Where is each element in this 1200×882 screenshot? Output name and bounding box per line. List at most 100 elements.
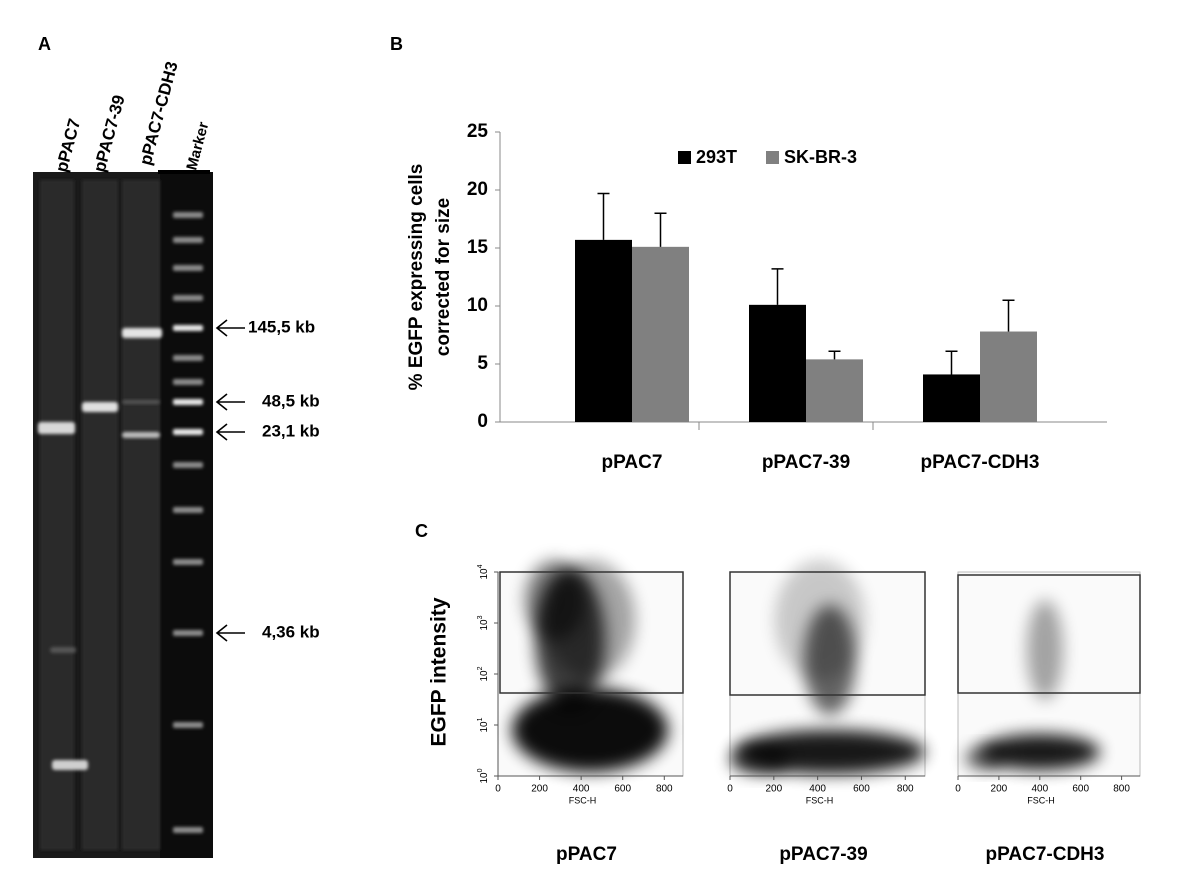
gel-band: [122, 432, 160, 438]
size-marker: 4,36 kb: [262, 622, 320, 641]
density-cloud: [730, 746, 790, 774]
flow-x-tick-label: 0: [495, 784, 501, 795]
flow-plot: 0 200 400 600 800 FSC-H: [955, 571, 1141, 805]
legend-label: SK-BR-3: [784, 147, 857, 167]
flow-x-tick-label: 200: [531, 784, 548, 795]
marker-band: [173, 462, 203, 468]
marker-band: [173, 295, 203, 301]
flow-x-label: FSC-H: [806, 795, 834, 805]
flow-x-tick-label: 0: [727, 784, 733, 795]
arrow: [215, 393, 245, 411]
bar: [632, 246, 689, 422]
marker-band: [173, 429, 203, 435]
lane-smear: [40, 180, 74, 850]
gate: [729, 571, 926, 696]
marker-lane-edge: [158, 170, 210, 174]
arrow: [215, 624, 245, 642]
marker-lane: [160, 172, 213, 858]
error-bar: [828, 350, 841, 360]
bar: [575, 239, 632, 422]
gel-band: [38, 422, 75, 434]
error-bar: [654, 212, 667, 247]
marker-band: [173, 507, 203, 513]
marker-band: [173, 559, 203, 565]
flow-y-tick-label: 101: [477, 717, 490, 732]
error-bar: [597, 192, 610, 240]
flow-x-tick-label: 600: [614, 784, 631, 795]
flow-x-tick-label: 800: [897, 784, 914, 795]
flow-y-tick-label: 104: [477, 564, 490, 579]
flow-x-tick-label: 400: [809, 784, 826, 795]
density-cloud: [775, 560, 865, 680]
error-bar: [945, 350, 958, 375]
marker-band: [173, 325, 203, 331]
panel-label: C: [415, 521, 428, 541]
marker-band: [173, 630, 203, 636]
density-cloud: [512, 688, 668, 772]
flow-y-tick-label: 102: [477, 666, 490, 681]
flow-x-tick-label: 800: [656, 784, 673, 795]
tick-base: 10: [479, 772, 490, 784]
x-tick-label: pPAC7: [602, 452, 663, 473]
tick-exponent: 3: [477, 615, 484, 619]
tick-exponent: 1: [477, 717, 484, 721]
y-axis-label: corrected for size: [433, 198, 454, 356]
panel-label: B: [390, 34, 403, 54]
flow-x-tick-label: 200: [765, 784, 782, 795]
y-axis-label: % EGFP expressing cells: [406, 164, 427, 391]
tick-base: 10: [479, 568, 490, 580]
y-tick-label: 10: [467, 295, 488, 316]
bar: [923, 374, 980, 422]
lane-smear: [122, 180, 160, 850]
tick-exponent: 0: [477, 768, 484, 772]
error-bar: [771, 268, 784, 305]
flow-x-tick-label: 600: [853, 784, 870, 795]
tick-base: 10: [479, 619, 490, 631]
legend-swatch: [766, 151, 779, 164]
x-tick-label: pPAC7-CDH3: [921, 452, 1040, 473]
y-tick-label: 15: [467, 237, 489, 258]
bar: [806, 359, 863, 422]
flow-plot: 0 200 400 600 800 FSC-H: [727, 560, 926, 805]
tick-base: 10: [479, 670, 490, 682]
flow-plot: 0 200 400 600 800 FSC-H: [495, 560, 684, 805]
marker-band: [173, 379, 203, 385]
flow-y-label: EGFP intensity: [428, 597, 451, 746]
tick-exponent: 2: [477, 666, 484, 670]
bar: [980, 331, 1037, 422]
marker-band: [173, 722, 203, 728]
marker-band: [173, 212, 203, 218]
y-tick-label: 0: [477, 411, 488, 432]
gate: [499, 571, 684, 694]
flow-x-label: FSC-H: [569, 795, 597, 805]
gel-band: [52, 760, 88, 770]
bar: [749, 304, 806, 422]
flow-x-tick-label: 400: [1031, 784, 1048, 795]
marker-band: [173, 399, 203, 405]
density-cloud: [545, 560, 635, 680]
marker-band: [173, 265, 203, 271]
flow-x-tick-label: 800: [1113, 784, 1130, 795]
marker-band: [173, 237, 203, 243]
marker-band: [173, 827, 203, 833]
y-tick-label: 5: [477, 353, 488, 374]
density-cloud: [965, 746, 1005, 770]
sample-label: pPAC7-39: [779, 844, 867, 865]
flow-x-tick-label: 0: [955, 784, 961, 795]
size-arrows: [215, 319, 245, 642]
x-tick-label: pPAC7-39: [762, 452, 850, 473]
gel-band: [50, 647, 76, 653]
y-tick-label: 25: [467, 121, 489, 142]
marker-band: [173, 355, 203, 361]
gel-band: [122, 400, 160, 404]
arrow: [215, 319, 245, 337]
flow-x-tick-label: 600: [1072, 784, 1089, 795]
legend-swatch: [678, 151, 691, 164]
size-marker: 23,1 kb: [262, 421, 320, 440]
tick-exponent: 4: [477, 564, 484, 568]
flow-x-label: FSC-H: [1027, 795, 1055, 805]
error-bar: [1002, 299, 1015, 332]
size-marker: 48,5 kb: [262, 391, 320, 410]
gate: [957, 574, 1141, 694]
